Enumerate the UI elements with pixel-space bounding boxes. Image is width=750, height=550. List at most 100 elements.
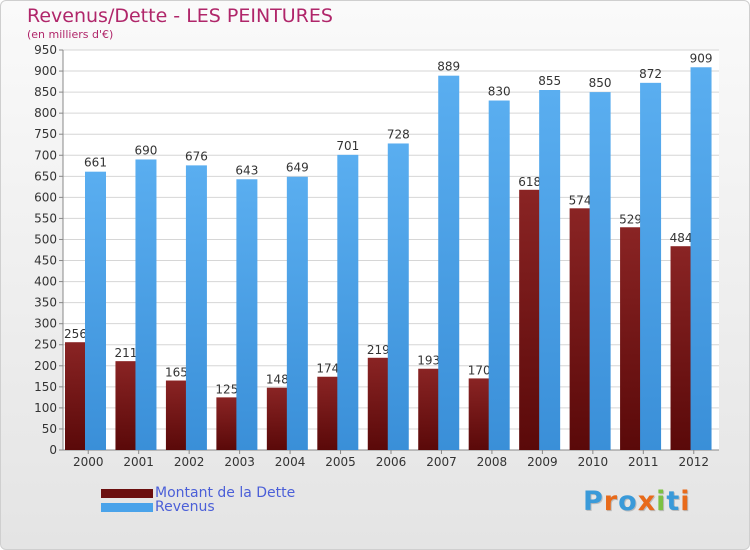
data-label-dette: 256 [64, 327, 87, 341]
x-tick-label: 2007 [426, 455, 457, 469]
data-label-dette: 165 [165, 366, 188, 380]
bar-revenus [185, 165, 207, 451]
x-tick-label: 2003 [224, 455, 255, 469]
x-tick-label: 2001 [123, 455, 154, 469]
data-label-dette: 211 [115, 346, 138, 360]
y-tick-label: 500 [34, 232, 57, 246]
bar-revenus [387, 143, 409, 450]
bar-dette [216, 397, 238, 450]
y-tick-label: 150 [34, 380, 57, 394]
bar-revenus [286, 176, 308, 450]
data-label-dette: 170 [468, 363, 491, 377]
y-tick-label: 650 [34, 169, 57, 183]
x-tick-label: 2010 [578, 455, 609, 469]
chart-title: Revenus/Dette - LES PEINTURES [27, 5, 333, 27]
bar-revenus [438, 75, 460, 451]
data-label-revenus: 690 [135, 143, 158, 157]
y-tick-label: 750 [34, 127, 57, 141]
bar-dette [65, 342, 86, 450]
data-label-revenus: 728 [387, 127, 410, 141]
y-tick-label: 250 [34, 338, 57, 352]
y-tick-label: 900 [34, 64, 57, 78]
bar-dette [519, 189, 541, 450]
bar-revenus [690, 67, 712, 451]
data-label-revenus: 855 [538, 74, 561, 88]
data-label-revenus: 649 [286, 161, 309, 175]
bar-revenus [589, 92, 611, 451]
y-tick-label: 700 [34, 148, 57, 162]
x-tick-label: 2006 [376, 455, 407, 469]
bar-dette [670, 246, 692, 450]
x-tick-label: 2004 [275, 455, 306, 469]
bar-dette [266, 387, 288, 450]
data-label-dette: 148 [266, 373, 289, 387]
data-label-revenus: 676 [185, 149, 208, 163]
x-tick-label: 2000 [73, 455, 104, 469]
bar-revenus [135, 159, 157, 450]
x-tick-label: 2008 [477, 455, 508, 469]
data-label-dette: 574 [569, 193, 592, 207]
data-label-revenus: 830 [488, 85, 511, 99]
data-label-revenus: 701 [336, 139, 359, 153]
x-tick-label: 2011 [628, 455, 659, 469]
bar-dette [115, 361, 137, 450]
data-label-revenus: 661 [84, 156, 107, 170]
logo-letter: o [618, 486, 638, 517]
data-label-dette: 125 [215, 382, 238, 396]
y-tick-label: 50 [42, 422, 57, 436]
y-tick-label: 850 [34, 85, 57, 99]
y-tick-label: 100 [34, 401, 57, 415]
logo-letter: i [656, 486, 667, 517]
y-tick-label: 300 [34, 317, 57, 331]
logo-letter: P [583, 486, 604, 517]
y-tick-label: 200 [34, 359, 57, 373]
legend-label-dette: Montant de la Dette [155, 485, 296, 501]
bar-dette [468, 378, 490, 450]
logo-letter: x [637, 486, 657, 517]
bar-revenus [236, 179, 258, 450]
y-tick-label: 400 [34, 275, 57, 289]
y-tick-label: 450 [34, 254, 57, 268]
bar-revenus [539, 90, 561, 450]
bar-revenus [640, 82, 662, 450]
data-label-revenus: 872 [639, 67, 662, 81]
bar-dette [620, 227, 642, 450]
x-tick-label: 2009 [527, 455, 558, 469]
bar-revenus [85, 171, 106, 450]
y-tick-label: 800 [34, 106, 57, 120]
data-label-dette: 618 [518, 175, 541, 189]
data-label-dette: 193 [417, 354, 440, 368]
data-label-revenus: 889 [437, 60, 460, 74]
legend-swatch-dette [101, 489, 153, 498]
x-tick-label: 2012 [678, 455, 709, 469]
legend-label-revenus: Revenus [155, 499, 215, 515]
bar-revenus [337, 154, 359, 450]
x-tick-label: 2005 [325, 455, 356, 469]
data-label-dette: 219 [367, 343, 390, 357]
bar-dette [367, 357, 389, 450]
logo-letter: t [666, 486, 681, 517]
data-label-dette: 484 [670, 231, 693, 245]
bar-dette [418, 368, 440, 450]
bar-dette [317, 376, 339, 450]
y-tick-label: 0 [49, 443, 57, 457]
x-tick-label: 2002 [174, 455, 205, 469]
logo-letter: r [603, 486, 619, 517]
data-label-revenus: 850 [589, 76, 612, 90]
y-tick-label: 550 [34, 211, 57, 225]
y-tick-label: 600 [34, 190, 57, 204]
legend-swatch-revenus [101, 503, 153, 512]
bar-revenus [488, 100, 510, 451]
data-label-dette: 174 [316, 362, 339, 376]
proxiti-logo: Proxiti [583, 486, 691, 517]
chart-unit-label: (en milliers d'€) [27, 28, 114, 41]
y-tick-label: 350 [34, 296, 57, 310]
data-label-dette: 529 [619, 212, 642, 226]
data-label-revenus: 643 [235, 163, 258, 177]
logo-letter: i [680, 486, 691, 517]
data-label-revenus: 909 [690, 51, 713, 65]
bar-dette [165, 380, 187, 450]
bar-dette [569, 208, 591, 450]
y-tick-label: 950 [34, 43, 57, 57]
